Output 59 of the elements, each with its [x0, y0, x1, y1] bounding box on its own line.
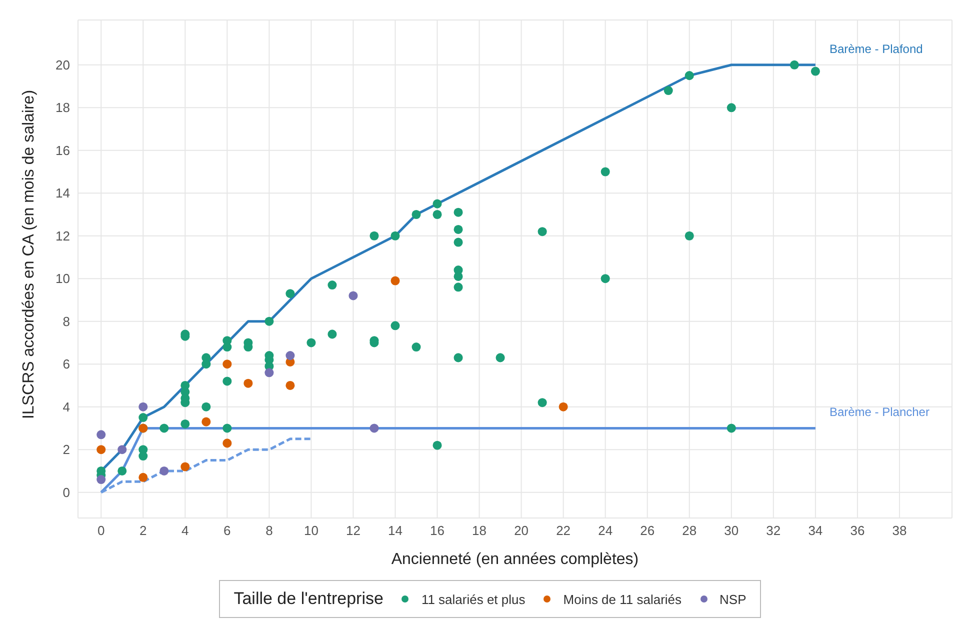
legend-title: Taille de l'entreprise: [234, 589, 384, 609]
y-axis-title: ILSCRS accordées en CA (en mois de salaire): [20, 90, 38, 419]
x-tick-label: 12: [346, 523, 360, 538]
legend-label: NSP: [718, 592, 746, 606]
point: [160, 466, 169, 476]
y-tick-label: 16: [56, 142, 70, 158]
y-tick-label: 14: [56, 186, 70, 201]
y-tick-label: 18: [56, 100, 70, 116]
point: [180, 462, 190, 472]
point: [286, 351, 295, 360]
y-tick-label: 6: [62, 356, 70, 372]
point: [96, 475, 106, 484]
y-tick-label: 12: [56, 228, 70, 244]
point: [96, 445, 106, 454]
x-tick-label: 2: [140, 523, 147, 538]
legend-label: 11 salariés et plus: [420, 592, 526, 606]
x-tick-label: 28: [682, 523, 697, 538]
x-tick-label: 14: [388, 523, 402, 538]
x-tick-label: 20: [514, 523, 529, 538]
x-tick-label: 32: [766, 523, 781, 538]
x-tick-label: 24: [598, 523, 613, 538]
point: [202, 417, 211, 426]
x-tick-label: 36: [850, 523, 865, 538]
line-series: [100, 438, 312, 494]
x-tick-label: 0: [97, 523, 105, 538]
x-axis-title: Ancienneté (en années complètes): [391, 551, 639, 568]
y-tick-label: 0: [62, 484, 70, 500]
point: [118, 445, 127, 454]
y-tick-label: 8: [62, 314, 70, 329]
point: [390, 276, 400, 286]
point: [96, 430, 106, 440]
legend-label: Moins de 11 salariés: [562, 592, 682, 606]
y-tick-label: 4: [62, 399, 70, 414]
series-label: Barème - Plafond: [829, 42, 923, 56]
point: [222, 438, 232, 448]
x-tick-label: 38: [892, 523, 907, 538]
point: [222, 360, 232, 369]
x-tick-label: 6: [224, 523, 231, 538]
y-tick-label: 2: [62, 442, 70, 458]
x-tick-label: 30: [724, 523, 739, 538]
point: [558, 402, 568, 412]
point: [286, 380, 295, 390]
point: [138, 472, 148, 482]
x-tick-label: 26: [640, 523, 655, 538]
x-tick-label: 22: [556, 523, 571, 538]
point: [370, 424, 379, 433]
y-tick-label: 10: [56, 271, 70, 286]
x-tick-label: 16: [430, 523, 444, 538]
x-tick-label: 4: [182, 523, 189, 538]
point: [348, 291, 358, 300]
x-tick-label: 18: [472, 523, 487, 538]
series-label: Barème - Plancher: [829, 405, 930, 420]
y-tick-label: 20: [56, 58, 70, 72]
point: [138, 402, 148, 412]
x-tick-label: 10: [304, 523, 318, 538]
point: [264, 368, 274, 378]
point: [244, 378, 253, 388]
x-tick-label: 34: [808, 523, 823, 538]
x-tick-label: 8: [266, 523, 273, 538]
